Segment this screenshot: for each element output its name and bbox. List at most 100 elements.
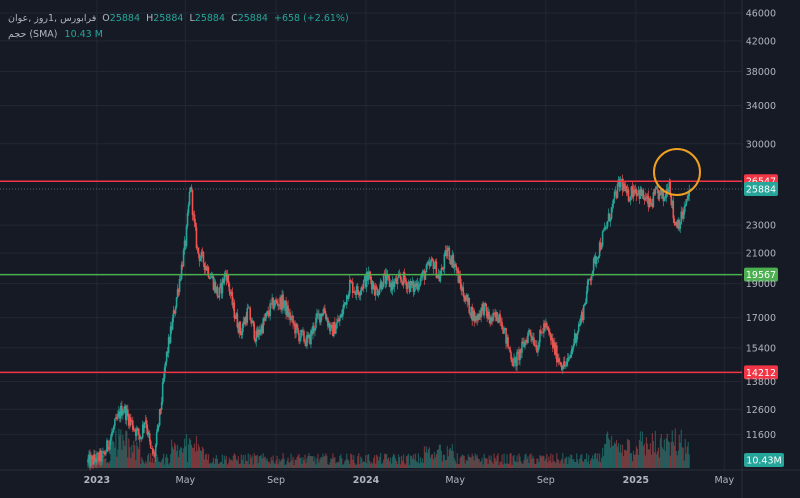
volume-bar [481, 457, 483, 468]
y-tick-label: 12600 [746, 405, 776, 416]
volume-bar [216, 458, 218, 468]
volume-bar [503, 453, 505, 468]
candle-body [528, 330, 530, 334]
volume-bar [221, 454, 223, 468]
volume-bar [658, 457, 660, 468]
candle-body [89, 454, 91, 467]
volume-bar [336, 462, 338, 468]
volume-bar [553, 460, 555, 468]
candle-body [662, 191, 665, 202]
volume-bar [446, 446, 448, 468]
volume-bar [354, 462, 356, 468]
candle-body [268, 314, 270, 316]
candle-body [677, 220, 680, 229]
candle-body [92, 456, 94, 465]
candle-body [232, 302, 235, 306]
volume-bar [194, 451, 197, 468]
candle-body [175, 297, 178, 308]
y-tick-label: 38000 [746, 67, 776, 78]
volume-bar [313, 461, 315, 468]
volume-bar [545, 458, 547, 468]
candle-body [285, 300, 287, 315]
candle-body [596, 257, 599, 259]
candle-body [193, 214, 196, 223]
volume-bar [683, 460, 685, 468]
volume-bar [400, 455, 403, 468]
volume-bar [644, 455, 647, 468]
candle-body [102, 451, 104, 453]
candle-body [550, 334, 552, 341]
candle-body [200, 251, 203, 259]
volume-bar [113, 441, 115, 468]
volume-bar [302, 457, 304, 468]
volume-bar [209, 462, 212, 468]
volume-bar [652, 441, 654, 468]
candle-body [118, 411, 120, 414]
volume-bar [367, 454, 369, 468]
candle-body [582, 304, 585, 320]
candle-body [612, 198, 615, 205]
volume-bar [160, 462, 162, 468]
volume-bar [295, 460, 297, 468]
candle-body [348, 280, 351, 294]
candle-body [458, 275, 461, 283]
candle-body [644, 197, 647, 201]
candle-body [97, 453, 99, 455]
candle-body [297, 328, 299, 333]
candle-body [281, 294, 283, 310]
candle-body [489, 319, 491, 324]
candle-body [449, 259, 452, 260]
volume-bar [289, 461, 291, 468]
candle-body [394, 278, 397, 282]
candle-body [483, 303, 485, 315]
candle-body [225, 273, 228, 281]
candle-body [199, 258, 202, 262]
candle-body [503, 328, 505, 334]
volume-bar [688, 454, 690, 468]
candle-body [252, 320, 255, 324]
volume-bar [252, 464, 254, 468]
candle-body [531, 336, 533, 341]
candle-body [179, 278, 182, 280]
volume-bar [320, 457, 322, 468]
candle-body [411, 281, 414, 286]
volume-bar [387, 459, 389, 468]
volume-bar [291, 460, 293, 468]
candle-body [391, 281, 394, 291]
volume-bar [496, 455, 498, 468]
candle-body [420, 277, 423, 279]
x-tick-label: 2025 [623, 475, 649, 486]
volume-bar [186, 462, 189, 468]
candle-body [502, 329, 504, 334]
volume-bar [479, 462, 481, 468]
candle-body [655, 187, 658, 190]
volume-bar [543, 455, 545, 468]
candle-body [236, 313, 239, 328]
candle-body [158, 408, 161, 426]
volume-bar [578, 463, 580, 468]
candle-body [361, 287, 364, 289]
candle-body [506, 337, 508, 344]
volume-bar [511, 464, 513, 468]
volume-bar [635, 446, 638, 468]
last-price-badge [744, 181, 778, 196]
candle-body [248, 307, 251, 309]
volume-bar [413, 459, 416, 468]
volume-bar [223, 455, 225, 468]
volume-bar [97, 456, 99, 468]
candle-body [473, 310, 476, 322]
candle-body [581, 312, 584, 320]
volume-bar [437, 449, 439, 468]
volume-bar [457, 463, 459, 468]
volume-bar [593, 459, 595, 468]
candle-body [139, 437, 142, 439]
candle-body [686, 199, 689, 200]
candle-body [472, 310, 475, 321]
x-tick-label: May [445, 475, 465, 486]
volume-bar [231, 460, 233, 468]
candle-body [635, 189, 638, 196]
candle-body [162, 378, 165, 383]
volume-bar [478, 459, 480, 468]
